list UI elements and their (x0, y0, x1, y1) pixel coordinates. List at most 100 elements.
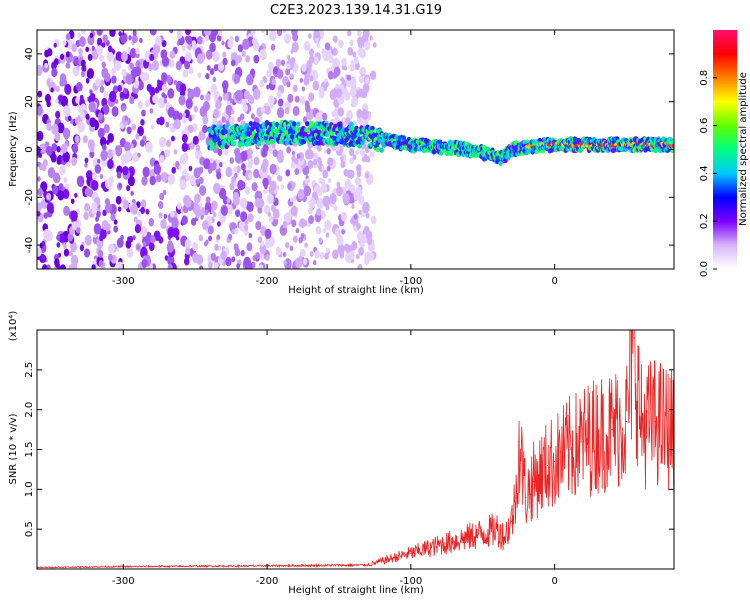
heatmap-cell (140, 226, 148, 238)
snr-point (503, 536, 505, 538)
heatmap-cell (151, 60, 159, 71)
heatmap-cell (349, 39, 354, 47)
heatmap-cell (305, 104, 311, 113)
heatmap-cell (84, 203, 91, 212)
heatmap-cell (259, 243, 267, 255)
heatmap-cell (295, 257, 303, 269)
heatmap-cell (240, 150, 248, 162)
heatmap-cell (188, 66, 194, 75)
heatmap-cell (228, 233, 233, 240)
heatmap-cell (261, 30, 266, 34)
heatmap-cell (198, 176, 204, 185)
snr-point (410, 552, 412, 554)
heatmap-cell (264, 105, 271, 115)
heatmap-cell (241, 50, 246, 58)
heatmap-cell (323, 228, 327, 233)
heatmap-cell (107, 45, 113, 53)
heatmap-cell (83, 211, 89, 221)
heatmap-cell (91, 264, 96, 269)
heatmap-cell (329, 89, 337, 101)
heatmap-cell (193, 105, 198, 113)
heatmap-cell (247, 213, 254, 223)
heatmap-cell (113, 219, 118, 225)
heatmap-cell (55, 98, 59, 104)
heatmap-cell (101, 42, 106, 48)
heatmap-cell (286, 81, 291, 88)
heatmap-cell (229, 157, 234, 164)
heatmap-cell (291, 219, 297, 228)
heatmap-cell (224, 124, 229, 130)
spectrogram-xtick-label: -100 (400, 276, 423, 287)
heatmap-cell (96, 45, 103, 55)
heatmap-cell (149, 53, 155, 62)
heatmap-cell (304, 242, 308, 248)
heatmap-cell (102, 144, 107, 151)
heatmap-cell (231, 141, 236, 147)
heatmap-cell (356, 30, 362, 37)
heatmap-cell (379, 147, 384, 153)
heatmap-cell (207, 225, 214, 235)
heatmap-cell (203, 30, 212, 37)
heatmap-cell (254, 197, 262, 208)
snr-point (525, 496, 527, 498)
heatmap-cell (136, 244, 141, 251)
heatmap-cell (37, 90, 43, 98)
heatmap-cell (95, 78, 101, 87)
heatmap-cell (253, 54, 260, 64)
heatmap-cell (341, 57, 347, 67)
heatmap-cell (248, 158, 254, 166)
heatmap-cell (41, 240, 46, 247)
heatmap-cell (307, 33, 312, 39)
spectrogram-ytick-label: 20 (24, 95, 35, 108)
heatmap-cell (265, 140, 271, 146)
snr-point (510, 520, 513, 522)
heatmap-cell (286, 63, 291, 70)
heatmap-cell (87, 34, 95, 46)
heatmap-cell (135, 47, 140, 55)
heatmap-cell (70, 241, 77, 253)
heatmap-cell (349, 157, 354, 165)
snr-panel: -300 -200 -100 0 0.5 1.0 1.5 2.0 2.5 Height of s… (8, 311, 675, 596)
heatmap-cell (94, 164, 102, 174)
heatmap-cell (82, 135, 88, 144)
heatmap-cell (325, 204, 330, 211)
heatmap-cell (97, 112, 104, 121)
colorbar-tick-label: 0.2 (699, 213, 710, 229)
heatmap-cell (240, 211, 248, 222)
heatmap-cell (167, 263, 173, 269)
heatmap-cell (284, 107, 290, 115)
heatmap-cell (46, 100, 51, 108)
heatmap-cell (52, 185, 59, 195)
colorbar-tick-label: 0.6 (699, 118, 710, 134)
heatmap-cell (287, 93, 294, 103)
heatmap-cell (42, 159, 48, 167)
heatmap-cell (276, 90, 282, 99)
heatmap-cell (205, 239, 209, 245)
heatmap-cell (276, 174, 281, 181)
heatmap-cell (111, 67, 116, 75)
heatmap-cell (234, 228, 239, 235)
heatmap-cell (326, 147, 331, 155)
heatmap-cell (273, 66, 278, 74)
heatmap-cell (179, 83, 187, 93)
heatmap-cell (154, 86, 160, 94)
heatmap-cell (62, 188, 70, 200)
heatmap-cell (117, 84, 122, 92)
heatmap-cell (269, 180, 277, 191)
heatmap-cell (356, 230, 365, 242)
heatmap-cell (291, 206, 298, 216)
heatmap-cell (346, 74, 352, 81)
heatmap-cell (206, 65, 211, 71)
heatmap-cell (309, 48, 315, 57)
heatmap-cell (360, 66, 366, 75)
heatmap-cell (114, 145, 123, 157)
heatmap-cell (115, 195, 122, 205)
heatmap-cell (188, 165, 193, 172)
snr-point (395, 556, 398, 558)
heatmap-cell (498, 160, 503, 166)
heatmap-cell (346, 169, 353, 179)
heatmap-cell (362, 202, 370, 214)
heatmap-cell (117, 206, 122, 212)
